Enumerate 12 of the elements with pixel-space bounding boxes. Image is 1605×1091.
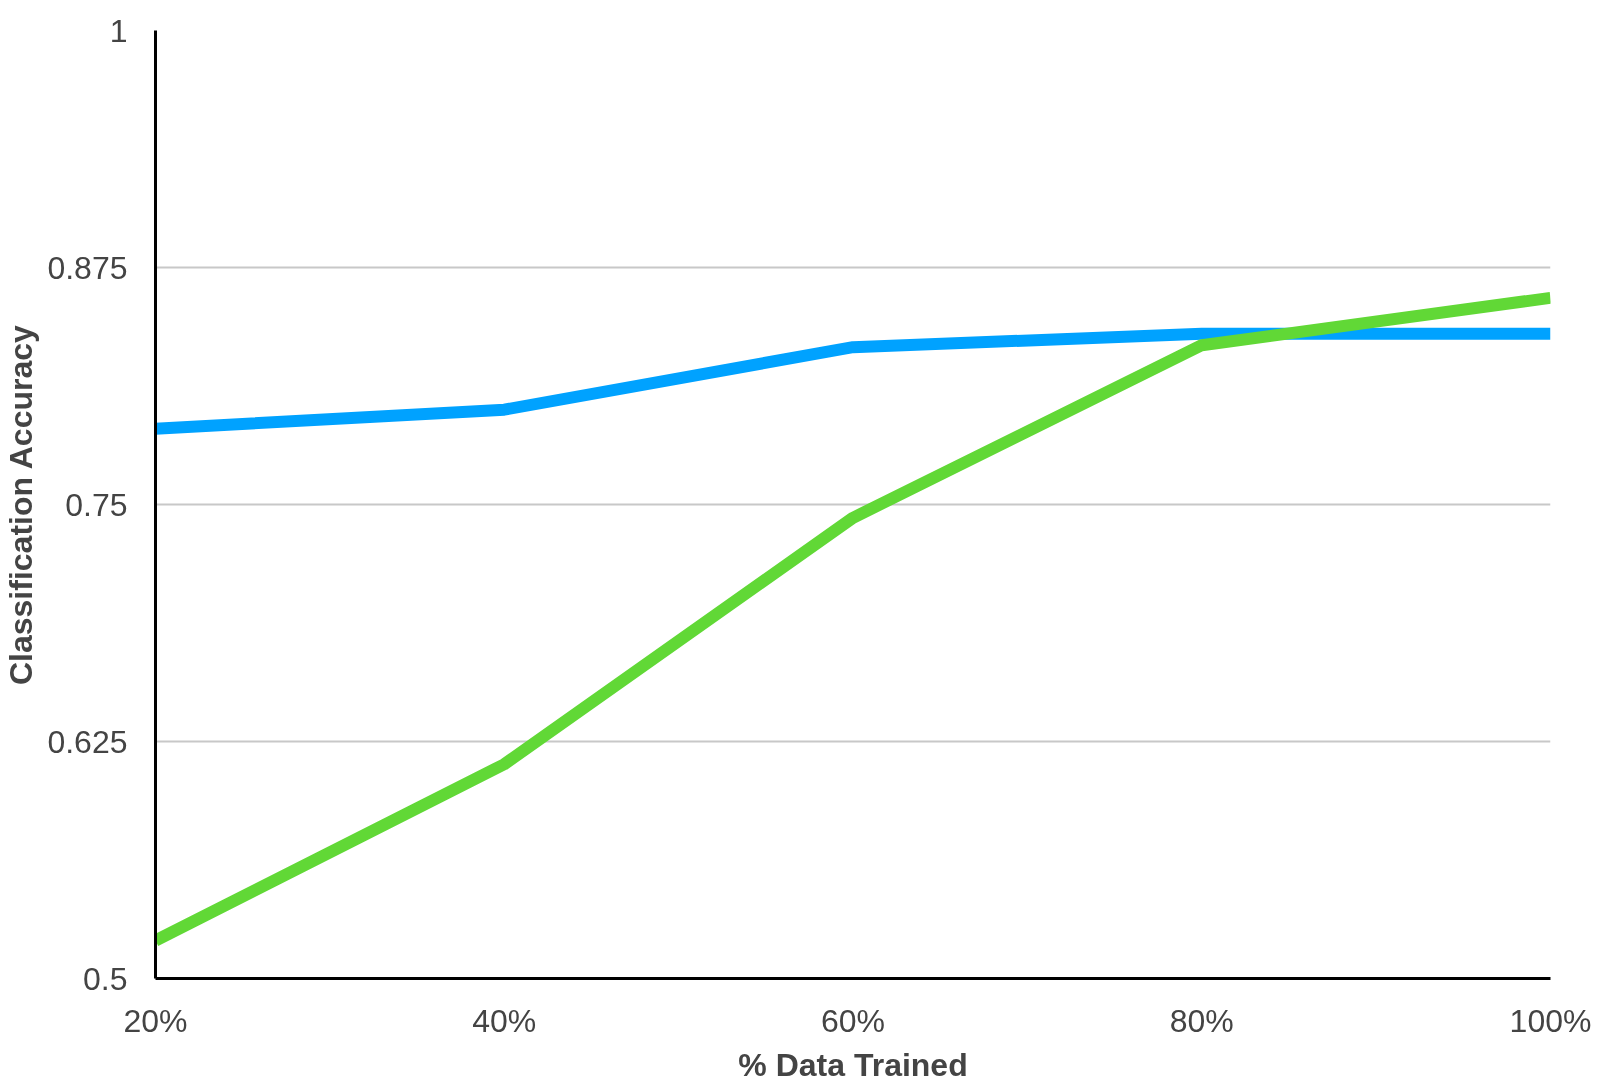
y-tick-label: 1 <box>109 12 128 49</box>
x-tick-label: 60% <box>820 1002 886 1039</box>
y-tick-label: 0.75 <box>65 486 128 523</box>
x-tick-label: 80% <box>1169 1002 1234 1039</box>
x-tick-label: 20% <box>123 1002 188 1039</box>
y-axis-title: Classification Accuracy <box>3 324 40 686</box>
y-tick-label: 0.5 <box>83 960 128 997</box>
y-tick-label: 0.875 <box>47 249 128 286</box>
x-axis-title: % Data Trained <box>738 1046 968 1083</box>
y-tick-label: 0.625 <box>47 723 128 760</box>
x-tick-label: 40% <box>472 1002 537 1039</box>
x-tick-label: 100% <box>1509 1002 1592 1039</box>
